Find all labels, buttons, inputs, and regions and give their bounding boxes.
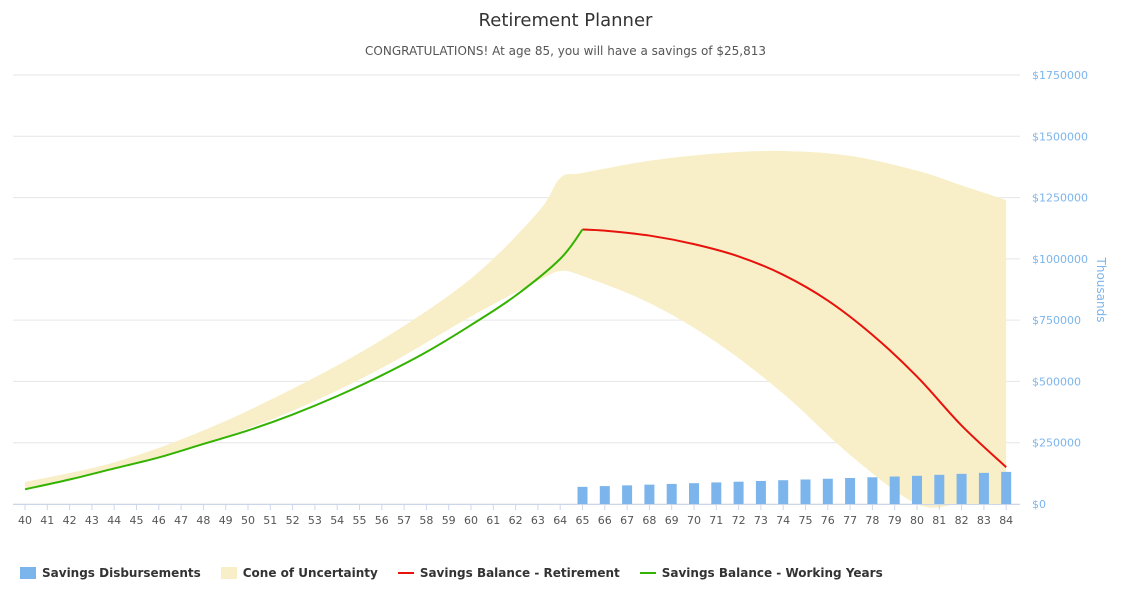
x-tick-label: 60 [464,514,478,527]
disbursement-bar[interactable] [755,480,766,504]
x-tick-label: 72 [732,514,746,527]
x-tick-label: 70 [687,514,701,527]
y-tick-label: $750000 [1032,314,1081,327]
legend-item-cone[interactable]: Cone of Uncertainty [220,566,378,580]
x-tick-label: 59 [442,514,456,527]
x-tick-label: 64 [553,514,567,527]
disbursement-bar[interactable] [689,483,699,504]
legend-swatch-cone [220,567,237,579]
disbursement-bar[interactable] [956,473,967,504]
x-axis: 40 41 42 43 44 45 46 47 48 49 50 51 52 53 54 55 56 57 58 59… [13,504,1020,527]
x-tick-label: 65 [576,514,590,527]
disbursement-bar[interactable] [845,478,856,504]
x-tick-label: 62 [509,514,523,527]
y-axis: $0 $250000 $500000 $750000 $1000000 $1250000 $… [1032,69,1088,511]
x-tick-label: 49 [219,514,233,527]
cone-of-uncertainty-area [25,150,1007,508]
disbursement-bar[interactable] [644,484,655,504]
disbursement-bar[interactable] [912,475,922,504]
legend-label: Savings Balance - Retirement [419,566,620,580]
x-tick-label: 53 [308,514,322,527]
disbursement-bar[interactable] [577,486,588,504]
y-tick-label: $1250000 [1032,192,1088,205]
x-tick-label: 46 [152,514,166,527]
bar-layer [577,471,1012,504]
disbursement-bar[interactable] [599,486,610,504]
x-tick-label: 83 [977,514,991,527]
x-tick-label: 54 [330,514,344,527]
x-tick-label: 58 [419,514,433,527]
working-years-balance-line[interactable] [24,228,584,491]
legend-swatch-disbursements [20,567,36,579]
x-tick-label: 40 [18,514,32,527]
x-tick-label: 57 [397,514,411,527]
y-tick-label: $1500000 [1032,130,1088,143]
disbursement-bar[interactable] [978,472,989,504]
x-tick-label: 56 [375,514,389,527]
retirement-balance-line[interactable] [582,228,1007,468]
x-tick-label: 43 [85,514,99,527]
x-tick-label: 63 [531,514,545,527]
x-tick-label: 73 [754,514,768,527]
disbursement-bar[interactable] [622,485,633,504]
line-layer [24,228,1007,491]
chart-title: Retirement Planner [478,10,653,31]
cone-layer [25,150,1007,508]
disbursement-bar[interactable] [733,481,744,504]
legend-item-disbursements[interactable]: Savings Disbursements [20,566,201,580]
x-tick-label: 50 [241,514,255,527]
x-tick-label: 51 [263,514,277,527]
x-tick-label: 76 [821,514,835,527]
x-tick-label: 82 [955,514,969,527]
y-axis-title: Thousands [1094,257,1108,323]
x-tick-label: 66 [598,514,612,527]
x-tick-label: 52 [286,514,300,527]
x-tick-label: 68 [642,514,656,527]
y-tick-label: $1000000 [1032,253,1088,266]
x-tick-label: 78 [865,514,879,527]
x-tick-label: 45 [130,514,144,527]
legend-label: Cone of Uncertainty [242,566,378,580]
legend-label: Savings Balance - Working Years [661,566,883,580]
x-tick-label: 47 [174,514,188,527]
x-tick-label: 55 [353,514,367,527]
legend-swatch-working [639,572,656,574]
disbursement-bar[interactable] [711,482,722,504]
disbursement-bar[interactable] [889,476,900,504]
y-tick-label: $250000 [1032,437,1081,450]
x-tick-label: 67 [620,514,634,527]
x-tick-label: 42 [63,514,77,527]
disbursement-bar[interactable] [666,483,677,504]
disbursement-bar[interactable] [867,477,878,504]
disbursement-bar[interactable] [778,480,789,504]
disbursement-bar[interactable] [822,478,833,504]
x-tick-label: 71 [709,514,723,527]
x-tick-label: 44 [107,514,121,527]
legend: Savings Disbursements Cone of Uncertaint… [20,566,883,580]
legend-item-retirement[interactable]: Savings Balance - Retirement [397,566,620,580]
x-tick-label: 77 [843,514,857,527]
x-tick-label: 75 [799,514,813,527]
x-tick-label: 79 [888,514,902,527]
x-tick-label: 61 [486,514,500,527]
x-tick-label: 80 [910,514,924,527]
x-tick-label: 84 [999,514,1013,527]
disbursement-bar[interactable] [1001,471,1012,504]
chart-subtitle: CONGRATULATIONS! At age 85, you will hav… [365,44,766,58]
x-tick-label: 69 [665,514,679,527]
x-tick-label: 48 [196,514,210,527]
x-tick-label: 81 [932,514,946,527]
y-tick-label: $500000 [1032,375,1081,388]
legend-label: Savings Disbursements [42,566,201,580]
x-tick-label: 74 [776,514,790,527]
legend-item-working[interactable]: Savings Balance - Working Years [639,566,883,580]
y-tick-label: $1750000 [1032,69,1088,82]
y-tick-label: $0 [1032,498,1046,511]
disbursement-bar[interactable] [800,479,811,504]
legend-swatch-retirement [397,572,414,574]
x-tick-label: 41 [40,514,54,527]
disbursement-bar[interactable] [934,474,945,504]
